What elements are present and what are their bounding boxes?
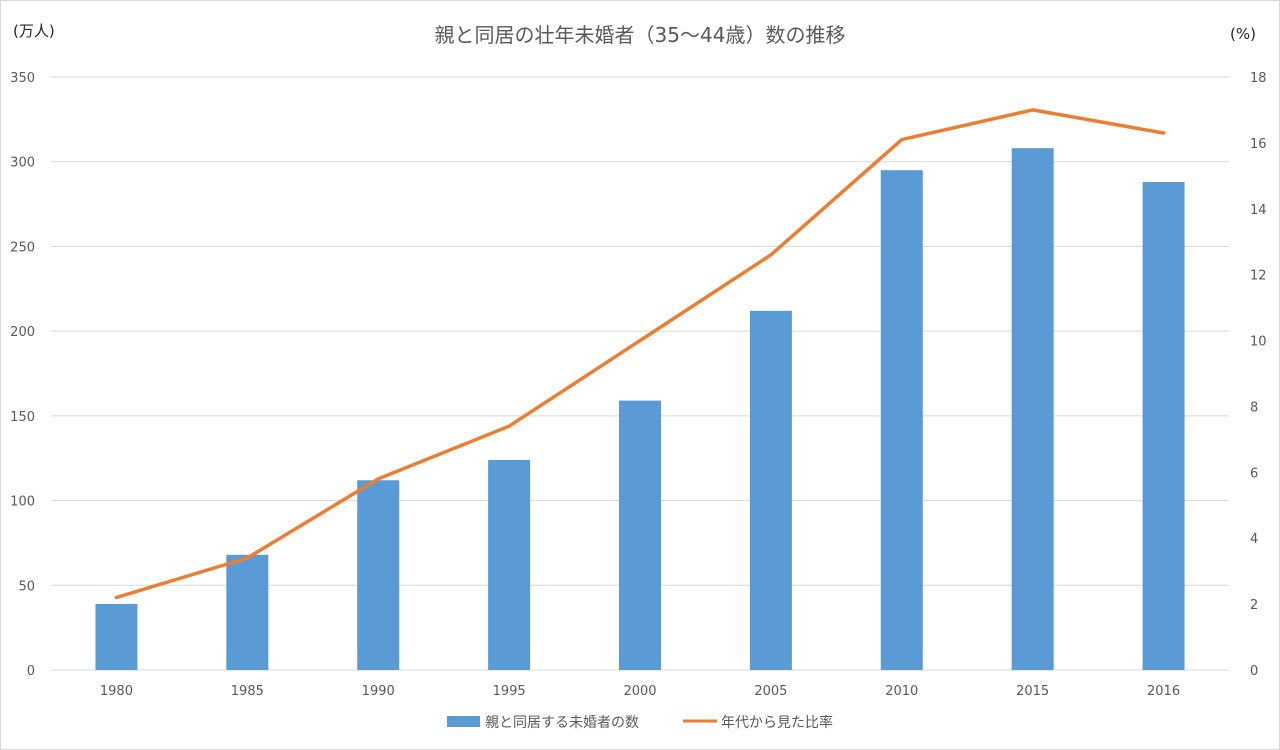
y-right-tick-label: 10 (1250, 335, 1267, 350)
x-tick-label: 1985 (231, 684, 264, 699)
line-point-1980 (114, 596, 118, 600)
line-point-2005 (769, 253, 773, 257)
x-tick-label: 2015 (1016, 684, 1049, 699)
x-tick-label: 2016 (1147, 684, 1180, 699)
bar-2015 (1011, 148, 1054, 670)
y-right-tick-labels: 0 2 4 6 8 10 12 14 16 18 (1250, 71, 1267, 679)
y-left-unit-label: (万人) (13, 22, 55, 40)
y-right-tick-label: 14 (1250, 203, 1267, 218)
y-right-tick-label: 4 (1250, 532, 1258, 547)
bar-series (95, 148, 1185, 670)
y-left-tick-label: 350 (10, 71, 35, 86)
bar-2005 (749, 310, 792, 670)
y-right-tick-label: 16 (1250, 137, 1267, 152)
bar-1985 (226, 554, 269, 670)
chart-title: 親と同居の壮年未婚者（35～44歳）数の推移 (435, 23, 846, 47)
line-point-1985 (245, 556, 249, 560)
x-tick-labels: 1980 1985 1990 1995 2000 2005 2010 2015 2016 (100, 684, 1180, 699)
bar-2000 (619, 400, 661, 670)
bar-2010 (880, 170, 923, 670)
y-left-tick-label: 150 (10, 410, 35, 425)
line-series (114, 108, 1166, 600)
bar-1980 (95, 603, 138, 670)
y-right-tick-label: 8 (1250, 400, 1258, 415)
y-right-tick-label: 2 (1250, 598, 1258, 613)
bar-1990 (357, 480, 400, 670)
legend-swatch-bar (447, 716, 480, 727)
y-right-unit-label: (%) (1230, 25, 1256, 43)
x-tick-label: 2010 (885, 684, 918, 699)
y-left-tick-labels: 0 50 100 150 200 250 300 350 (10, 71, 35, 679)
line-point-2015 (1031, 108, 1035, 112)
x-tick-label: 2000 (623, 684, 656, 699)
y-left-tick-label: 50 (18, 579, 35, 594)
x-tick-label: 1990 (362, 684, 395, 699)
y-left-tick-label: 200 (10, 325, 35, 340)
legend: 親と同居する未婚者の数 年代から見た比率 (447, 714, 833, 731)
legend-label-line: 年代から見た比率 (721, 714, 833, 731)
bar-2016 (1142, 182, 1185, 670)
line-point-1990 (376, 477, 380, 481)
y-left-tick-label: 100 (10, 495, 35, 510)
legend-label-bar: 親と同居する未婚者の数 (485, 715, 639, 731)
x-tick-label: 1980 (100, 684, 133, 699)
y-left-tick-label: 250 (10, 240, 35, 255)
x-tick-label: 2005 (754, 684, 787, 699)
x-tick-label: 1995 (493, 684, 526, 699)
y-left-tick-label: 0 (27, 664, 35, 679)
y-left-tick-label: 300 (10, 156, 35, 171)
y-right-tick-label: 12 (1250, 269, 1267, 284)
line-point-2010 (900, 138, 904, 142)
bar-1995 (488, 459, 531, 670)
y-right-tick-label: 6 (1250, 466, 1258, 481)
line-point-1995 (507, 424, 511, 428)
y-right-tick-label: 18 (1250, 71, 1267, 86)
line-point-2000 (638, 339, 642, 343)
y-right-tick-label: 0 (1250, 664, 1258, 679)
line-point-2016 (1162, 131, 1166, 135)
